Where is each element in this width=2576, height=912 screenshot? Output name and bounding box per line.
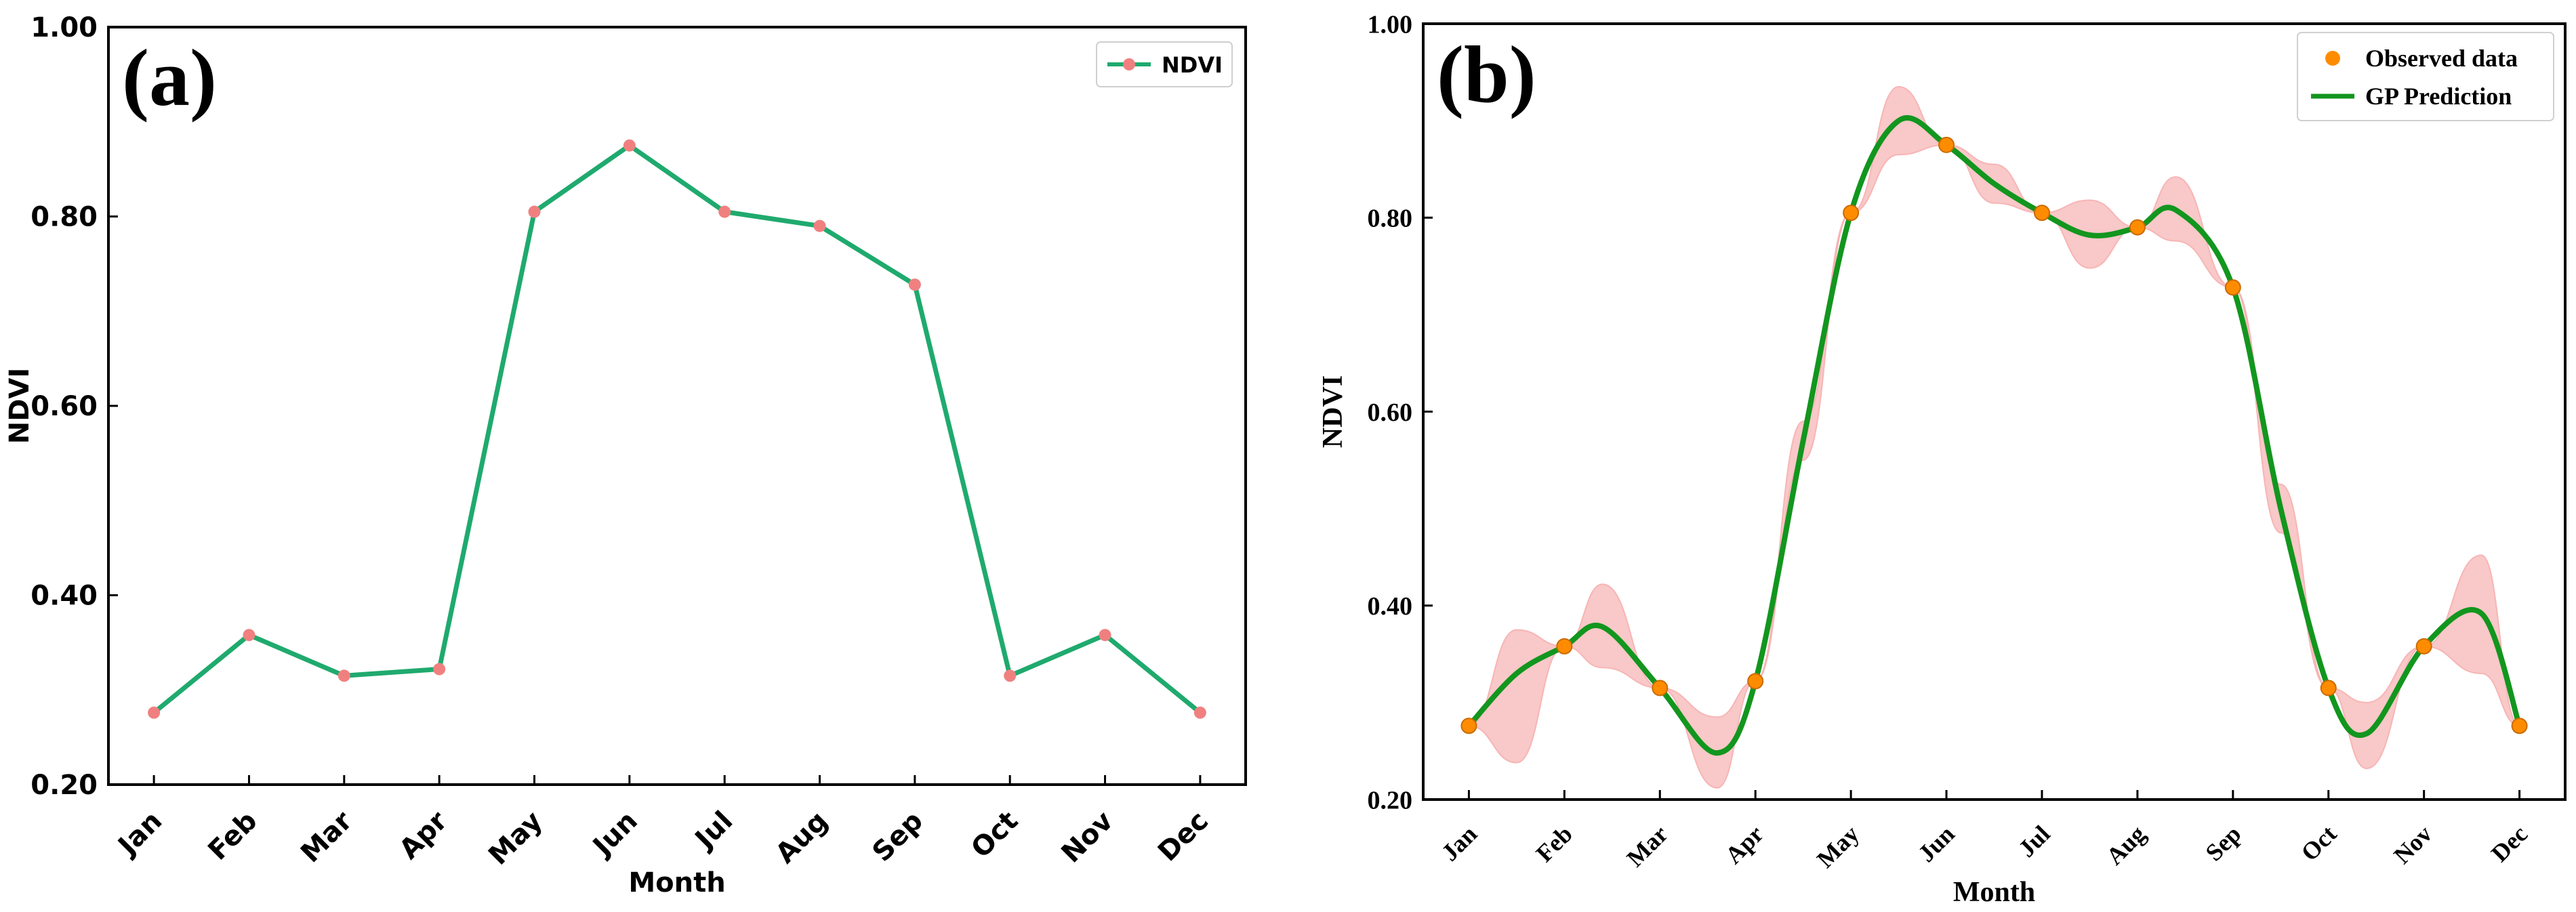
data-point bbox=[623, 139, 636, 152]
x-tick-label: Jan bbox=[1436, 821, 1482, 867]
y-tick-label: 0.40 bbox=[1368, 592, 1413, 621]
y-tick-label: 0.80 bbox=[30, 202, 98, 233]
x-tick-label: May bbox=[1812, 821, 1864, 873]
legend-box bbox=[1096, 41, 1233, 87]
observed-point bbox=[1556, 638, 1573, 655]
observed-point bbox=[1460, 718, 1477, 734]
legend-marker-swatch bbox=[1123, 58, 1135, 70]
y-tick-label: 1.00 bbox=[1368, 10, 1413, 39]
y-axis-label: NDVI bbox=[4, 368, 35, 444]
x-tick-label: Jun bbox=[1913, 821, 1959, 867]
x-axis-label: Month bbox=[628, 867, 725, 898]
legend-label-ndvi: NDVI bbox=[1162, 52, 1223, 78]
observed-point bbox=[1938, 136, 1955, 153]
data-point bbox=[1099, 629, 1111, 642]
chart-panel-a: 0.20 0.40 0.60 0.80 1.00 Jan Feb Mar Apr May Jun Ju… bbox=[4, 12, 1247, 898]
y-tick-label: 0.80 bbox=[1368, 205, 1413, 233]
observed-point bbox=[1843, 205, 1860, 222]
observed-point bbox=[2415, 638, 2432, 655]
x-tick-label: Oct bbox=[965, 806, 1024, 865]
x-tick-label: Mar bbox=[1622, 821, 1673, 872]
legend: NDVI bbox=[1096, 41, 1233, 87]
y-tick-label: 0.40 bbox=[30, 581, 98, 612]
x-tick-label: Mar bbox=[295, 805, 359, 869]
legend: Observed data GP Prediction bbox=[2297, 32, 2554, 121]
x-axis-label: Month bbox=[1953, 877, 2035, 908]
observed-point bbox=[2129, 219, 2146, 236]
observed-point bbox=[2224, 279, 2241, 296]
data-point bbox=[148, 706, 161, 719]
observed-point bbox=[1747, 673, 1764, 690]
x-tick-label: Oct bbox=[2296, 821, 2342, 867]
x-tick-label: Nov bbox=[2388, 821, 2437, 869]
y-tick-label: 0.60 bbox=[30, 391, 98, 422]
legend-label-gp: GP Prediction bbox=[2365, 83, 2512, 110]
legend-label-observed: Observed data bbox=[2365, 45, 2518, 72]
data-point bbox=[1004, 669, 1017, 682]
x-tick-label: Apr bbox=[1720, 821, 1769, 869]
x-tick-label: Aug bbox=[770, 806, 834, 870]
x-tick-label: Jul bbox=[688, 806, 739, 856]
x-tick-label: Apr bbox=[394, 805, 454, 865]
observed-point bbox=[1652, 680, 1669, 697]
x-tick-label: Dec bbox=[2486, 821, 2533, 867]
x-tick-label: Sep bbox=[2201, 821, 2247, 867]
x-tick-label: May bbox=[483, 806, 548, 871]
observed-point bbox=[2320, 680, 2337, 697]
legend-box bbox=[2297, 32, 2554, 121]
data-point bbox=[1193, 706, 1206, 719]
data-point bbox=[433, 663, 446, 676]
series-line-ndvi bbox=[152, 143, 1202, 715]
x-tick-label: Jan bbox=[111, 806, 168, 863]
chart-panel-b: 0.20 0.40 0.60 0.80 1.00 Jan Feb Mar Apr May Jun Ju… bbox=[1317, 10, 2567, 908]
x-tick-label: Feb bbox=[1531, 821, 1578, 867]
data-point bbox=[908, 278, 921, 291]
plot-frame bbox=[107, 26, 1247, 786]
x-tick-label: Nov bbox=[1056, 806, 1120, 869]
x-tick-label: Aug bbox=[2101, 821, 2151, 871]
data-point bbox=[813, 220, 826, 232]
y-axis-label: NDVI bbox=[1317, 375, 1349, 448]
y-tick-label: 1.00 bbox=[30, 12, 98, 43]
data-point bbox=[528, 205, 541, 218]
y-tick-label: 0.60 bbox=[1368, 398, 1413, 427]
x-tick-label: Jul bbox=[2013, 821, 2055, 863]
panel-label: (a) bbox=[122, 33, 217, 123]
data-point bbox=[243, 629, 255, 642]
y-tick-label: 0.20 bbox=[30, 770, 98, 801]
x-tick-label: Dec bbox=[1152, 806, 1214, 868]
x-tick-label: Sep bbox=[867, 806, 929, 868]
series-line-gp-prediction bbox=[1467, 115, 2522, 756]
observed-point bbox=[2511, 718, 2528, 734]
panel-label: (b) bbox=[1437, 29, 1536, 119]
data-point bbox=[718, 205, 731, 218]
x-tick-label: Feb bbox=[202, 806, 263, 867]
x-tick-label: Jun bbox=[586, 806, 643, 863]
legend-marker-observed bbox=[2325, 51, 2340, 66]
observed-point bbox=[2033, 205, 2050, 222]
y-tick-label: 0.20 bbox=[1368, 786, 1413, 814]
confidence-band bbox=[1469, 86, 2520, 789]
data-point bbox=[338, 669, 350, 682]
